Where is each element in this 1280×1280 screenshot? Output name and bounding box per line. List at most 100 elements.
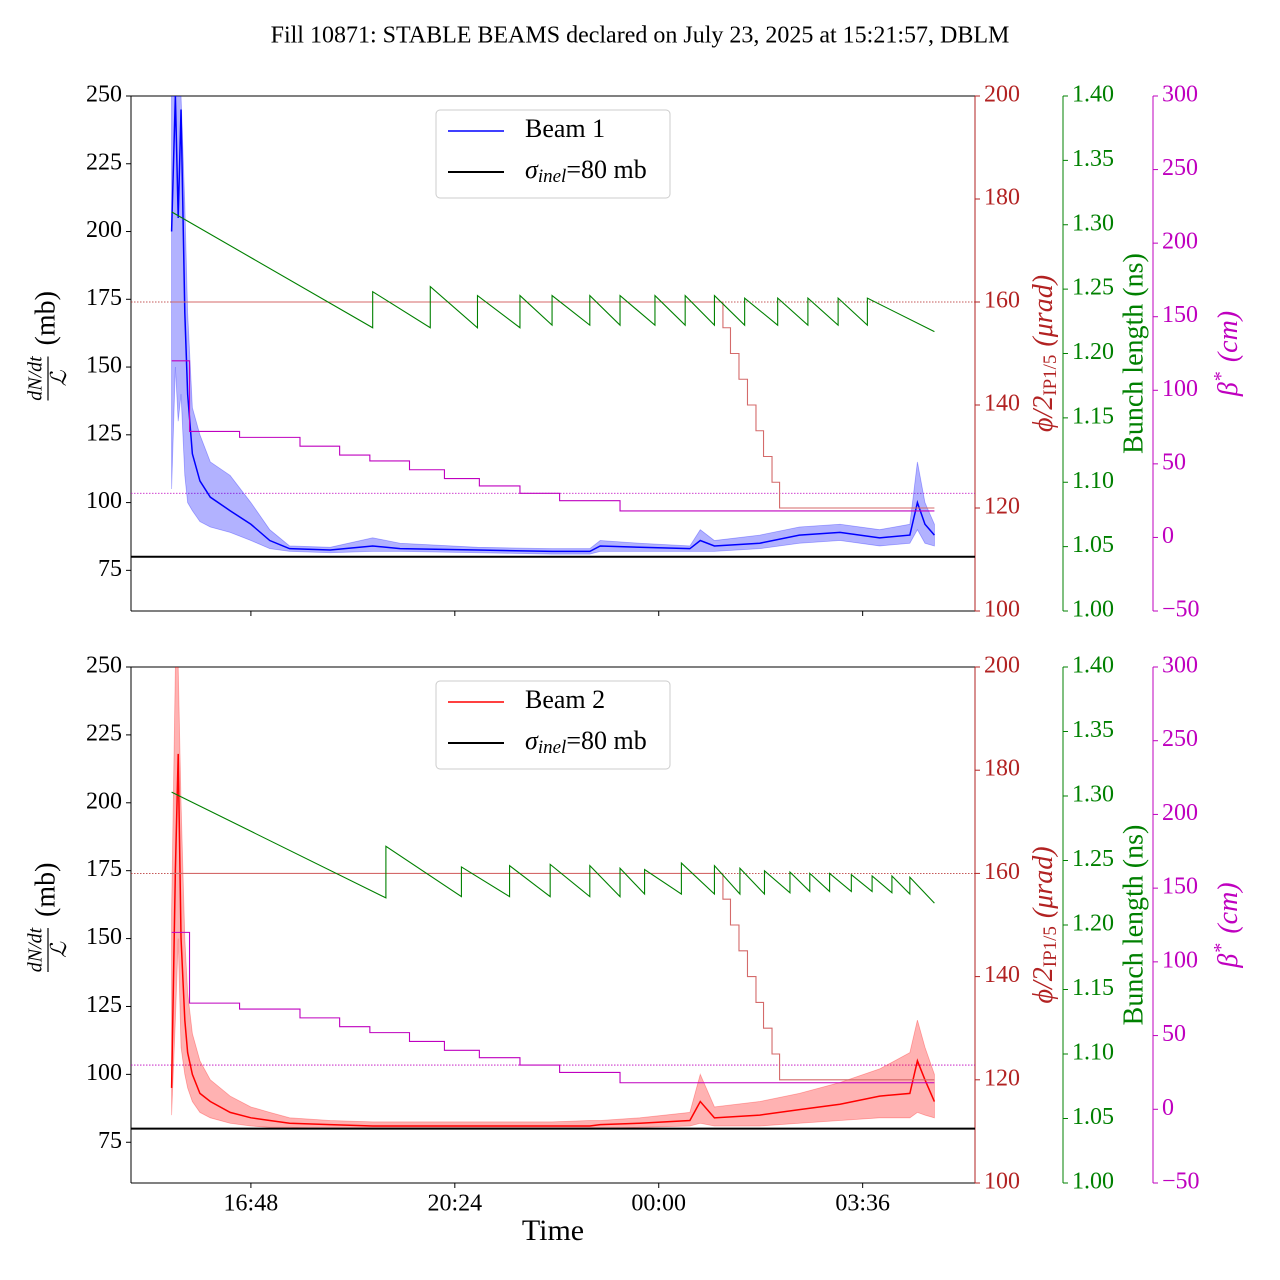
y2-tick-label: 100 — [984, 1169, 1020, 1195]
y3-tick-label: 1.40 — [1072, 653, 1114, 679]
x-tick-label: 03:36 — [835, 1191, 890, 1217]
y-tick-label: 250 — [86, 82, 122, 108]
legend-label: σinel=80 mb — [525, 726, 647, 758]
plot-data — [131, 96, 975, 558]
y4-tick-label: 250 — [1162, 726, 1198, 752]
legend-label-part: =80 mb — [566, 155, 646, 184]
y4-tick-label: 300 — [1162, 653, 1198, 679]
y-label-unit: (mb) — [30, 863, 61, 917]
legend-label-part: inel — [538, 737, 567, 758]
x-tick-label: 20:24 — [427, 1191, 482, 1217]
series-line — [171, 360, 935, 512]
y2-tick-label: 200 — [984, 82, 1020, 108]
y-axis-label: dN/dt ℒ (mb) — [25, 291, 71, 401]
y3-axis-label: Bunch length (ns) — [1118, 825, 1149, 1026]
legend-label: Beam 1 — [525, 114, 605, 143]
y2-tick-label: 100 — [984, 597, 1020, 623]
y2-label-part: ϕ/2 — [1028, 396, 1059, 432]
y-tick-label: 175 — [86, 856, 122, 882]
y2-label-part: IP1/5 — [1040, 926, 1061, 967]
y4-axis-label: β* (cm) — [1210, 311, 1245, 397]
series-line — [171, 211, 935, 333]
figure-title: Fill 10871: STABLE BEAMS declared on Jul… — [271, 23, 1010, 49]
y-tick-label: 150 — [86, 924, 122, 950]
y3-tick-label: 1.35 — [1072, 717, 1114, 743]
y4-label-part: * — [1210, 372, 1232, 382]
series-line — [171, 872, 935, 1081]
y-tick-label: 225 — [86, 149, 122, 175]
y3-tick-label: 1.25 — [1072, 275, 1114, 301]
series-line — [171, 791, 935, 904]
legend-label-part: σ — [525, 726, 539, 755]
y4-tick-label: −50 — [1162, 597, 1200, 623]
y-tick-label: 125 — [86, 992, 122, 1018]
y2-label-part: IP1/5 — [1040, 355, 1061, 396]
legend-label: σinel=80 mb — [525, 155, 647, 187]
series-line — [170, 96, 935, 553]
y-label-denominator: ℒ — [46, 941, 71, 958]
y-tick-label: 200 — [86, 217, 122, 243]
y-tick-label: 250 — [86, 653, 122, 679]
y2-tick-label: 120 — [984, 1065, 1020, 1091]
y2-axis-label: ϕ/2IP1/5 (μrad) — [1028, 275, 1061, 432]
y3-tick-label: 1.40 — [1072, 82, 1114, 108]
y4-tick-label: 150 — [1162, 874, 1198, 900]
y4-tick-label: 300 — [1162, 82, 1198, 108]
y2-label-part: (μrad) — [1028, 275, 1059, 347]
y4-tick-label: 250 — [1162, 155, 1198, 181]
legend-label-part: inel — [538, 166, 567, 187]
y2-tick-label: 140 — [984, 962, 1020, 988]
y4-label-part: β — [1213, 382, 1244, 397]
y4-tick-label: 150 — [1162, 302, 1198, 328]
y-tick-label: 75 — [98, 1128, 122, 1154]
y-label-unit: (mb) — [30, 291, 61, 345]
y3-axis-label: Bunch length (ns) — [1118, 253, 1149, 454]
y4-label-part: * — [1210, 944, 1232, 954]
y4-label-part: (cm) — [1213, 311, 1244, 362]
y3-tick-label: 1.15 — [1072, 403, 1114, 429]
y4-label-part: β — [1213, 954, 1244, 969]
y3-tick-label: 1.30 — [1072, 210, 1114, 236]
y3-tick-label: 1.00 — [1072, 597, 1114, 623]
y2-tick-label: 140 — [984, 391, 1020, 417]
y-tick-label: 100 — [86, 1060, 122, 1086]
y4-tick-label: 100 — [1162, 947, 1198, 973]
y4-tick-label: 0 — [1162, 1095, 1174, 1121]
x-axis-label: Time — [522, 1214, 584, 1247]
y3-tick-label: 1.20 — [1072, 339, 1114, 365]
y4-tick-label: 50 — [1162, 449, 1186, 475]
y3-tick-label: 1.05 — [1072, 532, 1114, 558]
y4-tick-label: 50 — [1162, 1021, 1186, 1047]
y2-axis-label: ϕ/2IP1/5 (μrad) — [1028, 846, 1061, 1003]
y3-tick-label: 1.00 — [1072, 1169, 1114, 1195]
y2-tick-label: 160 — [984, 859, 1020, 885]
series-line — [171, 301, 935, 509]
plot-data — [131, 667, 975, 1130]
y-tick-label: 125 — [86, 420, 122, 446]
y-tick-label: 150 — [86, 353, 122, 379]
y3-tick-label: 1.20 — [1072, 911, 1114, 937]
y-tick-label: 75 — [98, 556, 122, 582]
y3-tick-label: 1.10 — [1072, 468, 1114, 494]
y-tick-label: 225 — [86, 720, 122, 746]
y4-tick-label: −50 — [1162, 1169, 1200, 1195]
y2-tick-label: 160 — [984, 288, 1020, 314]
y2-tick-label: 200 — [984, 653, 1020, 679]
y2-tick-label: 180 — [984, 185, 1020, 211]
legend-box — [435, 109, 671, 199]
y2-label-part: (μrad) — [1028, 846, 1059, 918]
y4-tick-label: 200 — [1162, 800, 1198, 826]
y2-tick-label: 120 — [984, 494, 1020, 520]
y3-tick-label: 1.35 — [1072, 146, 1114, 172]
y-label-denominator: ℒ — [46, 369, 71, 386]
y3-tick-label: 1.15 — [1072, 975, 1114, 1001]
panel: 75 100 125 150 175 200 225 250 100 120 140 160 180 20… — [25, 653, 1245, 1247]
series-line — [171, 931, 935, 1084]
band — [171, 96, 935, 555]
y3-tick-label: 1.10 — [1072, 1040, 1114, 1066]
legend-label-part: =80 mb — [566, 726, 646, 755]
legend-label: Beam 2 — [525, 685, 605, 714]
y4-axis-label: β* (cm) — [1210, 882, 1245, 968]
legend-box — [435, 680, 671, 770]
